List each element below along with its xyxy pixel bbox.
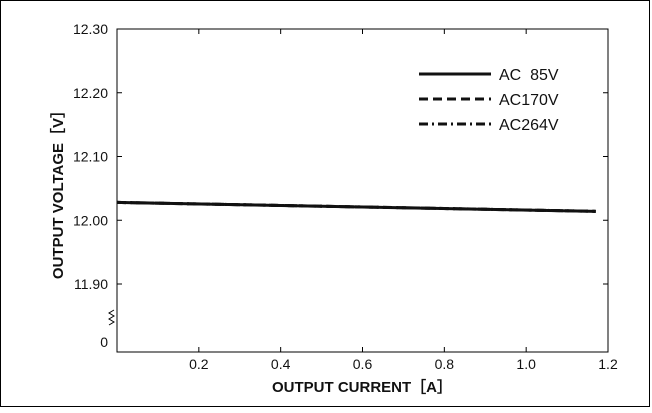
legend-label: AC264V	[499, 117, 559, 134]
y-axis-title: OUTPUT VOLTAGE［V］	[49, 103, 67, 279]
y-tick-label: 11.90	[74, 276, 108, 292]
x-tick-label: 0.2	[189, 356, 209, 372]
y-axis-break-mark	[108, 309, 115, 326]
tick-marks	[117, 28, 609, 352]
x-axis-title: OUTPUT CURRENT［A］	[272, 378, 452, 396]
legend: AC 85V AC170V AC264V	[419, 67, 559, 134]
legend-label: AC170V	[499, 92, 559, 109]
series-group	[116, 200, 596, 213]
x-tick-label: 0.8	[435, 356, 455, 372]
y-tick-label: 12.20	[73, 85, 108, 101]
y-tick-label: 12.30	[73, 21, 108, 37]
y-tick-label: 12.00	[73, 212, 108, 228]
x-tick-label: 1.2	[598, 356, 618, 372]
x-tick-label: 0.4	[271, 356, 291, 372]
y-tick-label: 12.10	[73, 149, 108, 165]
y-origin-label: 0	[100, 334, 108, 350]
x-tick-label: 1.0	[516, 356, 536, 372]
legend-label: AC 85V	[499, 67, 559, 84]
tick-labels: 0.2 0.4 0.6 0.8 1.0 1.2 11.90 12.00 12.10 12.20 12…	[73, 21, 618, 372]
x-tick-label: 0.6	[353, 356, 373, 372]
series-line	[116, 200, 596, 213]
